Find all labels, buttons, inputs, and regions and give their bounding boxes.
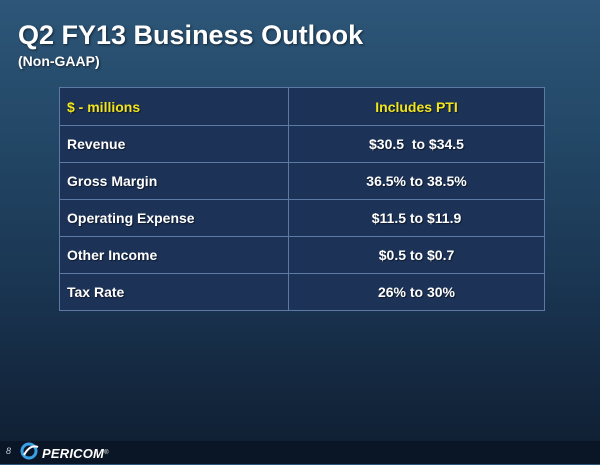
header-label-cell: $ - millions bbox=[59, 87, 289, 126]
footer-bar: 8 PERICOM ® bbox=[0, 441, 600, 464]
business-outlook-table: $ - millions Includes PTI Revenue $30.5 … bbox=[59, 87, 545, 311]
row-value: $30.5 to $34.5 bbox=[288, 125, 545, 163]
table-header-row: $ - millions Includes PTI bbox=[59, 87, 545, 126]
pericom-swoosh-icon bbox=[20, 442, 40, 465]
row-value: 36.5% to 38.5% bbox=[288, 162, 545, 200]
logo-text: PERICOM bbox=[42, 445, 105, 461]
table-row: Tax Rate 26% to 30% bbox=[59, 273, 545, 311]
row-label: Other Income bbox=[59, 236, 289, 274]
header-value-cell: Includes PTI bbox=[288, 87, 545, 126]
row-label: Gross Margin bbox=[59, 162, 289, 200]
table-row: Operating Expense $11.5 to $11.9 bbox=[59, 199, 545, 237]
table-row: Gross Margin 36.5% to 38.5% bbox=[59, 162, 545, 200]
slide-title: Q2 FY13 Business Outlook bbox=[18, 20, 364, 50]
slide-subtitle: (Non-GAAP) bbox=[18, 53, 100, 69]
row-value: $0.5 to $0.7 bbox=[288, 236, 545, 274]
row-label: Operating Expense bbox=[59, 199, 289, 237]
pericom-logo: PERICOM ® bbox=[20, 442, 109, 465]
page-number: 8 bbox=[6, 446, 12, 456]
table-row: Other Income $0.5 to $0.7 bbox=[59, 236, 545, 274]
row-value: 26% to 30% bbox=[288, 273, 545, 311]
table-row: Revenue $30.5 to $34.5 bbox=[59, 125, 545, 163]
row-value: $11.5 to $11.9 bbox=[288, 199, 545, 237]
row-label: Tax Rate bbox=[59, 273, 289, 311]
row-label: Revenue bbox=[59, 125, 289, 163]
